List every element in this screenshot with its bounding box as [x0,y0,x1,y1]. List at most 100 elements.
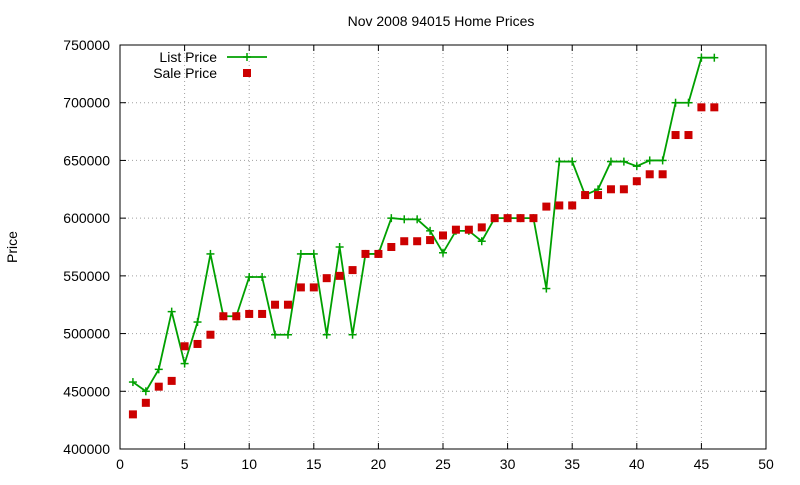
sale-price-point [193,339,202,348]
legend-label: List Price [159,49,217,65]
sale-price-point [516,214,525,223]
sale-price-point [645,170,654,179]
y-tick-label: 750000 [63,37,110,53]
sale-price-point [167,376,176,385]
list-price-point [645,156,654,165]
sale-price-point [219,312,228,321]
x-tick-label: 5 [181,456,189,472]
x-tick-label: 40 [629,456,645,472]
legend-marker-sample [243,69,251,77]
list-price-point [439,248,447,257]
sale-price-point [568,201,577,210]
x-tick-label: 10 [241,456,257,472]
list-price-point [400,215,409,224]
sale-price-point [154,382,163,391]
sale-price-point [309,283,318,292]
x-tick-label: 35 [564,456,580,472]
sale-price-point [581,191,590,200]
sale-price-point [503,214,512,223]
sale-price-point [387,243,396,251]
list-price-point [243,53,251,61]
sale-price-point [141,398,150,407]
sale-price-point [232,312,241,321]
list-price-point [568,157,577,166]
list-price-point [245,273,254,282]
series-sale-price [128,103,719,419]
list-price-point [632,162,641,171]
sale-price-point [606,185,615,194]
sale-price-point [322,274,331,283]
legend-label: Sale Price [153,65,217,81]
x-tick-label: 45 [694,456,710,472]
sale-price-point [439,231,447,240]
list-price-point [684,98,693,107]
sale-price-point [671,131,680,140]
axis-ticks: 0 5 10 15 20 25 30 35 40 45 50 400000 450000 500000 55… [63,37,774,472]
list-price-point [180,359,189,368]
list-price-point [477,237,486,246]
list-price-point [283,330,292,339]
sale-price-point [206,330,215,339]
list-price-point [206,249,215,258]
y-tick-label: 500000 [63,326,110,342]
list-price-point [309,249,318,258]
sale-price-point [258,309,267,318]
plot-frame [119,44,767,450]
sale-price-point [296,283,305,292]
sale-price-point [658,170,667,179]
sale-price-point [594,191,603,200]
y-tick-label: 650000 [63,152,110,168]
x-tick-label: 0 [116,456,124,472]
legend-item-list-price: List Price [159,49,267,65]
sale-price-point [529,214,538,223]
x-tick-label: 30 [500,456,516,472]
list-price-point [671,98,680,107]
list-price-point [606,157,615,166]
grid [120,45,766,449]
list-price-point [141,387,150,396]
sale-price-point [697,103,706,112]
sale-price-point [283,300,292,309]
list-price-point [335,243,344,251]
list-price-point [697,53,706,62]
list-price-point [387,214,396,223]
list-price-line [132,56,715,393]
sale-price-point [374,249,383,258]
sale-price-point [426,236,435,245]
list-price-point [154,365,163,374]
list-price-point [193,318,202,327]
y-tick-label: 700000 [63,95,110,111]
list-price-point [348,330,357,339]
x-tick-label: 25 [435,456,451,472]
list-price-point [296,249,305,258]
y-tick-label: 600000 [63,210,110,226]
list-price-point [271,330,280,339]
sale-price-point [128,410,137,419]
y-tick-label: 400000 [63,441,110,457]
list-price-point [619,157,628,166]
sale-price-point [361,249,370,258]
list-price-point [658,156,667,165]
sale-price-point [348,266,357,275]
sale-price-point [180,342,189,351]
x-tick-label: 15 [306,456,322,472]
sale-price-point [335,271,344,280]
list-price-point [167,307,176,316]
sale-price-point [684,131,693,140]
sale-price-point [542,202,551,211]
sale-price-point [413,237,422,246]
list-price-point [710,53,719,62]
y-tick-label: 550000 [63,268,110,284]
list-price-point [322,330,331,339]
sale-price-point [245,309,254,318]
list-price-point [258,273,267,282]
sale-price-point [619,185,628,194]
sale-price-point [464,225,473,234]
list-price-point [426,226,435,235]
series-layer [128,53,719,419]
list-price-point [555,157,564,166]
y-tick-label: 450000 [63,383,110,399]
list-price-point [542,284,551,293]
